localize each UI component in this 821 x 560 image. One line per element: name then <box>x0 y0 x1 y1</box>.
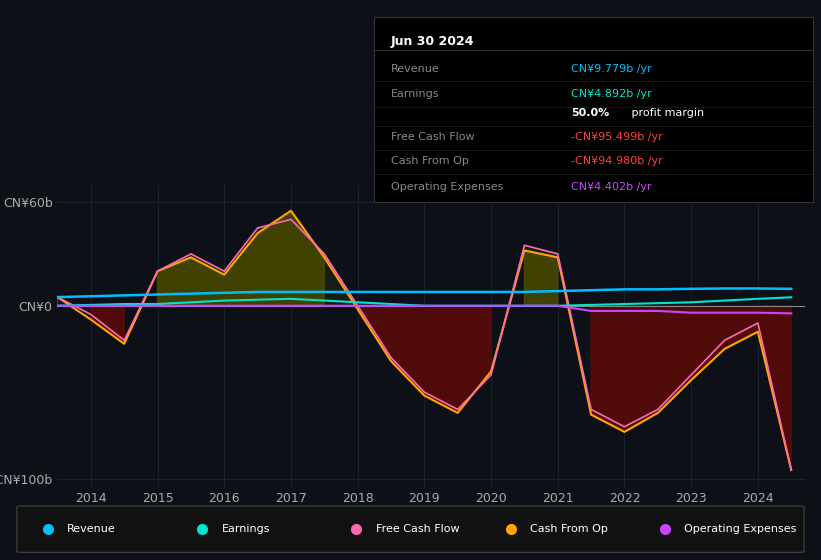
Text: Cash From Op: Cash From Op <box>391 156 469 166</box>
FancyBboxPatch shape <box>17 506 804 552</box>
Text: CN¥4.402b /yr: CN¥4.402b /yr <box>571 182 652 192</box>
Text: Revenue: Revenue <box>391 63 440 73</box>
Text: Earnings: Earnings <box>222 524 270 534</box>
Text: CN¥9.779b /yr: CN¥9.779b /yr <box>571 63 652 73</box>
Text: -CN¥94.980b /yr: -CN¥94.980b /yr <box>571 156 663 166</box>
Text: Operating Expenses: Operating Expenses <box>391 182 503 192</box>
Text: Operating Expenses: Operating Expenses <box>685 524 797 534</box>
Text: 50.0%: 50.0% <box>571 108 609 118</box>
Text: Cash From Op: Cash From Op <box>530 524 608 534</box>
Text: Free Cash Flow: Free Cash Flow <box>376 524 460 534</box>
Text: Revenue: Revenue <box>67 524 116 534</box>
Text: Earnings: Earnings <box>391 90 439 100</box>
Text: profit margin: profit margin <box>628 108 704 118</box>
Text: Free Cash Flow: Free Cash Flow <box>391 132 475 142</box>
Text: -CN¥95.499b /yr: -CN¥95.499b /yr <box>571 132 663 142</box>
Text: CN¥4.892b /yr: CN¥4.892b /yr <box>571 90 652 100</box>
Text: Jun 30 2024: Jun 30 2024 <box>391 35 475 48</box>
